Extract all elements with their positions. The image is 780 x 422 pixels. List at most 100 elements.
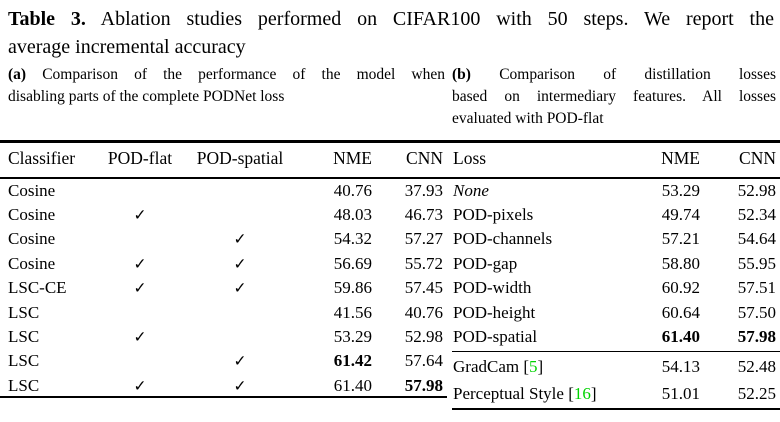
cell-classifier: Cosine xyxy=(8,205,56,225)
cell-nme: 61.40 xyxy=(661,327,700,347)
cell-loss: GradCam [5] xyxy=(452,357,630,377)
checkmark-icon: ✓ xyxy=(133,206,147,225)
subcaption-b-line2: based on intermediary features. All loss… xyxy=(452,88,776,105)
subcaption-a-line1: (a) Comparison of the performance of the… xyxy=(8,64,445,86)
cell-nme: 53.29 xyxy=(333,327,372,347)
cell-cnn: 37.93 xyxy=(404,180,443,200)
table-row: POD-channels 57.21 54.64 xyxy=(452,227,780,251)
table-row: LSC ✓ 53.29 52.98 xyxy=(0,325,447,349)
checkmark-icon: ✓ xyxy=(133,376,147,395)
right-header-nme: NME xyxy=(661,148,700,168)
cell-nme: 54.32 xyxy=(333,229,372,249)
cell-loss: POD-width xyxy=(453,278,532,298)
cell-loss: POD-height xyxy=(453,302,536,322)
table-top-rule xyxy=(0,140,780,143)
cell-cnn: 57.27 xyxy=(404,229,443,249)
cell-classifier: Cosine xyxy=(8,180,56,200)
right-table-header-row: Loss NME CNN xyxy=(452,140,780,177)
subcaption-b-line3: evaluated with POD-flat xyxy=(452,110,604,127)
subcaption-a-text: Comparison of the performance of the mod… xyxy=(42,66,445,83)
citation-close-bracket: ] xyxy=(537,356,544,376)
left-header-pod-flat: POD-flat xyxy=(107,148,173,168)
cell-nme: 56.69 xyxy=(333,253,372,273)
cell-nme: 51.01 xyxy=(661,384,700,404)
cell-nme: 49.74 xyxy=(661,205,700,225)
table-row: Cosine ✓ 48.03 46.73 xyxy=(0,203,447,227)
subcaption-a-tag: (a) xyxy=(8,66,27,83)
subcaption-a: (a) Comparison of the performance of the… xyxy=(8,64,445,108)
cell-nme: 60.64 xyxy=(661,302,700,322)
table-row: Perceptual Style [16] 51.01 52.25 xyxy=(452,381,780,409)
checkmark-icon: ✓ xyxy=(133,328,147,347)
cell-loss: None xyxy=(453,180,489,200)
table-row: LSC ✓ 61.42 57.64 xyxy=(0,349,447,373)
cell-cnn: 46.73 xyxy=(404,205,443,225)
cell-loss: Perceptual Style [16] xyxy=(452,384,630,404)
right-table-bottom-rule xyxy=(452,408,780,410)
cell-nme: 48.03 xyxy=(333,205,372,225)
cell-cnn: 52.34 xyxy=(737,205,776,225)
table-title-line1: Table 3. Ablation studies performed on C… xyxy=(8,5,774,33)
cell-nme: 40.76 xyxy=(333,180,372,200)
cell-nme: 60.92 xyxy=(661,278,700,298)
right-table-baseline-body: GradCam [5] 54.13 52.48 Perceptual Style [1… xyxy=(452,353,780,408)
cell-nme: 61.40 xyxy=(333,375,372,395)
checkmark-icon: ✓ xyxy=(233,230,247,249)
cell-cnn: 52.98 xyxy=(404,327,443,347)
table-row: None 53.29 52.98 xyxy=(452,179,780,203)
cell-loss: POD-pixels xyxy=(453,205,534,225)
checkmark-icon: ✓ xyxy=(233,352,247,371)
cell-cnn: 52.25 xyxy=(737,384,776,404)
left-table-body: Cosine 40.76 37.93 Cosine ✓ 48.03 46.73 Cosine ✓… xyxy=(0,179,447,399)
cell-cnn: 55.95 xyxy=(737,253,776,273)
cell-cnn: 40.76 xyxy=(404,302,443,322)
right-table-mid-rule xyxy=(452,351,780,353)
right-header-loss: Loss xyxy=(453,148,487,168)
cell-nme: 61.42 xyxy=(333,351,372,371)
table-row: LSC ✓ ✓ 61.40 57.98 xyxy=(0,374,447,398)
subcaption-b-line1: (b) Comparison of distillation losses xyxy=(452,64,776,86)
cell-cnn: 57.45 xyxy=(404,278,443,298)
checkmark-icon: ✓ xyxy=(133,279,147,298)
checkmark-icon: ✓ xyxy=(233,254,247,273)
subcaption-a-line2: disabling parts of the complete PODNet l… xyxy=(8,88,285,105)
cell-loss: POD-channels xyxy=(453,229,553,249)
left-table-bottom-rule xyxy=(0,396,447,398)
cell-cnn: 57.98 xyxy=(737,327,776,347)
cell-nme: 53.29 xyxy=(661,180,700,200)
citation-number: 16 xyxy=(573,384,591,404)
checkmark-icon: ✓ xyxy=(233,279,247,298)
left-header-pod-spatial: POD-spatial xyxy=(196,148,284,168)
tables-area: Classifier POD-flat POD-spatial NME CNN Cosi… xyxy=(0,140,780,422)
table-row: POD-height 60.64 57.50 xyxy=(452,300,780,324)
cell-cnn: 57.50 xyxy=(737,302,776,322)
table-row: Cosine ✓ ✓ 56.69 55.72 xyxy=(0,252,447,276)
cell-classifier: LSC xyxy=(8,302,40,322)
table-header-rule xyxy=(0,177,780,179)
cell-cnn: 52.98 xyxy=(737,180,776,200)
table-row: Cosine ✓ 54.32 57.27 xyxy=(0,227,447,251)
right-header-cnn: CNN xyxy=(739,148,776,168)
left-header-cnn: CNN xyxy=(406,148,443,168)
cell-nme: 57.21 xyxy=(661,229,700,249)
citation-number: 5 xyxy=(529,356,538,376)
cell-cnn: 57.51 xyxy=(737,278,776,298)
right-table-body: None 53.29 52.98 POD-pixels 49.74 52.34 POD-ch… xyxy=(452,179,780,350)
cell-nme: 41.56 xyxy=(333,302,372,322)
left-table-header-row: Classifier POD-flat POD-spatial NME CNN xyxy=(0,140,447,177)
table-row: POD-width 60.92 57.51 xyxy=(452,276,780,300)
subcaption-b-text: Comparison of distillation losses xyxy=(499,66,777,83)
subcaption-b: (b) Comparison of distillation losses ba… xyxy=(452,64,776,130)
subcaption-b-tag: (b) xyxy=(452,66,471,83)
table-title: Table 3. Ablation studies performed on C… xyxy=(8,5,774,61)
cell-classifier: Cosine xyxy=(8,229,56,249)
cell-nme: 59.86 xyxy=(333,278,372,298)
cell-classifier: LSC-CE xyxy=(8,278,67,298)
table-row: LSC 41.56 40.76 xyxy=(0,300,447,324)
table-row: LSC-CE ✓ ✓ 59.86 57.45 xyxy=(0,276,447,300)
cell-cnn: 57.98 xyxy=(404,375,443,395)
cell-cnn: 52.48 xyxy=(737,356,776,376)
cell-loss: POD-spatial xyxy=(453,327,538,347)
table-row: POD-pixels 49.74 52.34 xyxy=(452,203,780,227)
table-row: Cosine 40.76 37.93 xyxy=(0,179,447,203)
